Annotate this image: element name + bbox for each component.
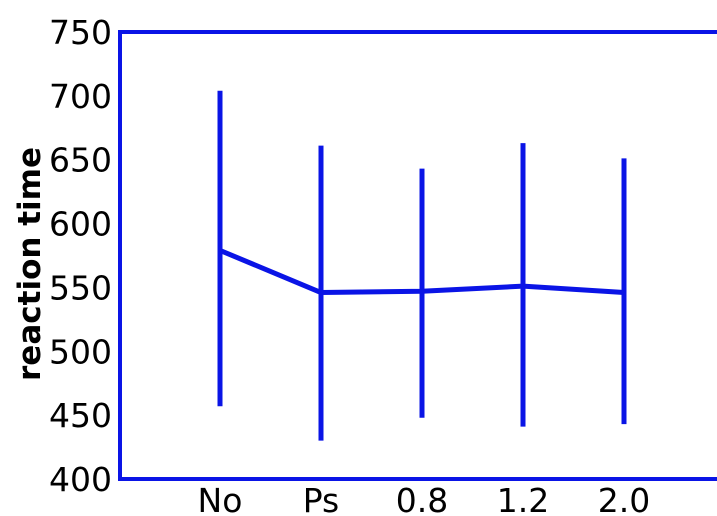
error-bars bbox=[217, 90, 627, 441]
y-tick-label: 550 bbox=[49, 268, 112, 307]
y-tick-label: 650 bbox=[49, 141, 112, 180]
x-tick-label: 1.2 bbox=[497, 481, 549, 516]
y-tick-label: 750 bbox=[49, 13, 112, 52]
x-tick-label: Ps bbox=[303, 481, 340, 516]
plot-frame bbox=[118, 30, 717, 481]
y-tick-label: 400 bbox=[49, 460, 112, 499]
y-tick-label: 450 bbox=[49, 396, 112, 435]
x-tick-label: 2.0 bbox=[598, 481, 650, 516]
y-tick-label: 500 bbox=[49, 332, 112, 371]
y-tick-label: 600 bbox=[49, 205, 112, 244]
y-axis-ticks: 400 450 500 550 600 650 700 750 bbox=[49, 13, 112, 499]
x-tick-label: 0.8 bbox=[396, 481, 448, 516]
series-line bbox=[219, 248, 625, 296]
series-lines bbox=[219, 248, 625, 296]
y-axis-title: reaction time bbox=[12, 147, 48, 381]
y-tick-label: 700 bbox=[49, 77, 112, 116]
x-tick-label: No bbox=[198, 481, 243, 516]
x-axis-ticks: No Ps 0.8 1.2 2.0 bbox=[198, 481, 651, 516]
